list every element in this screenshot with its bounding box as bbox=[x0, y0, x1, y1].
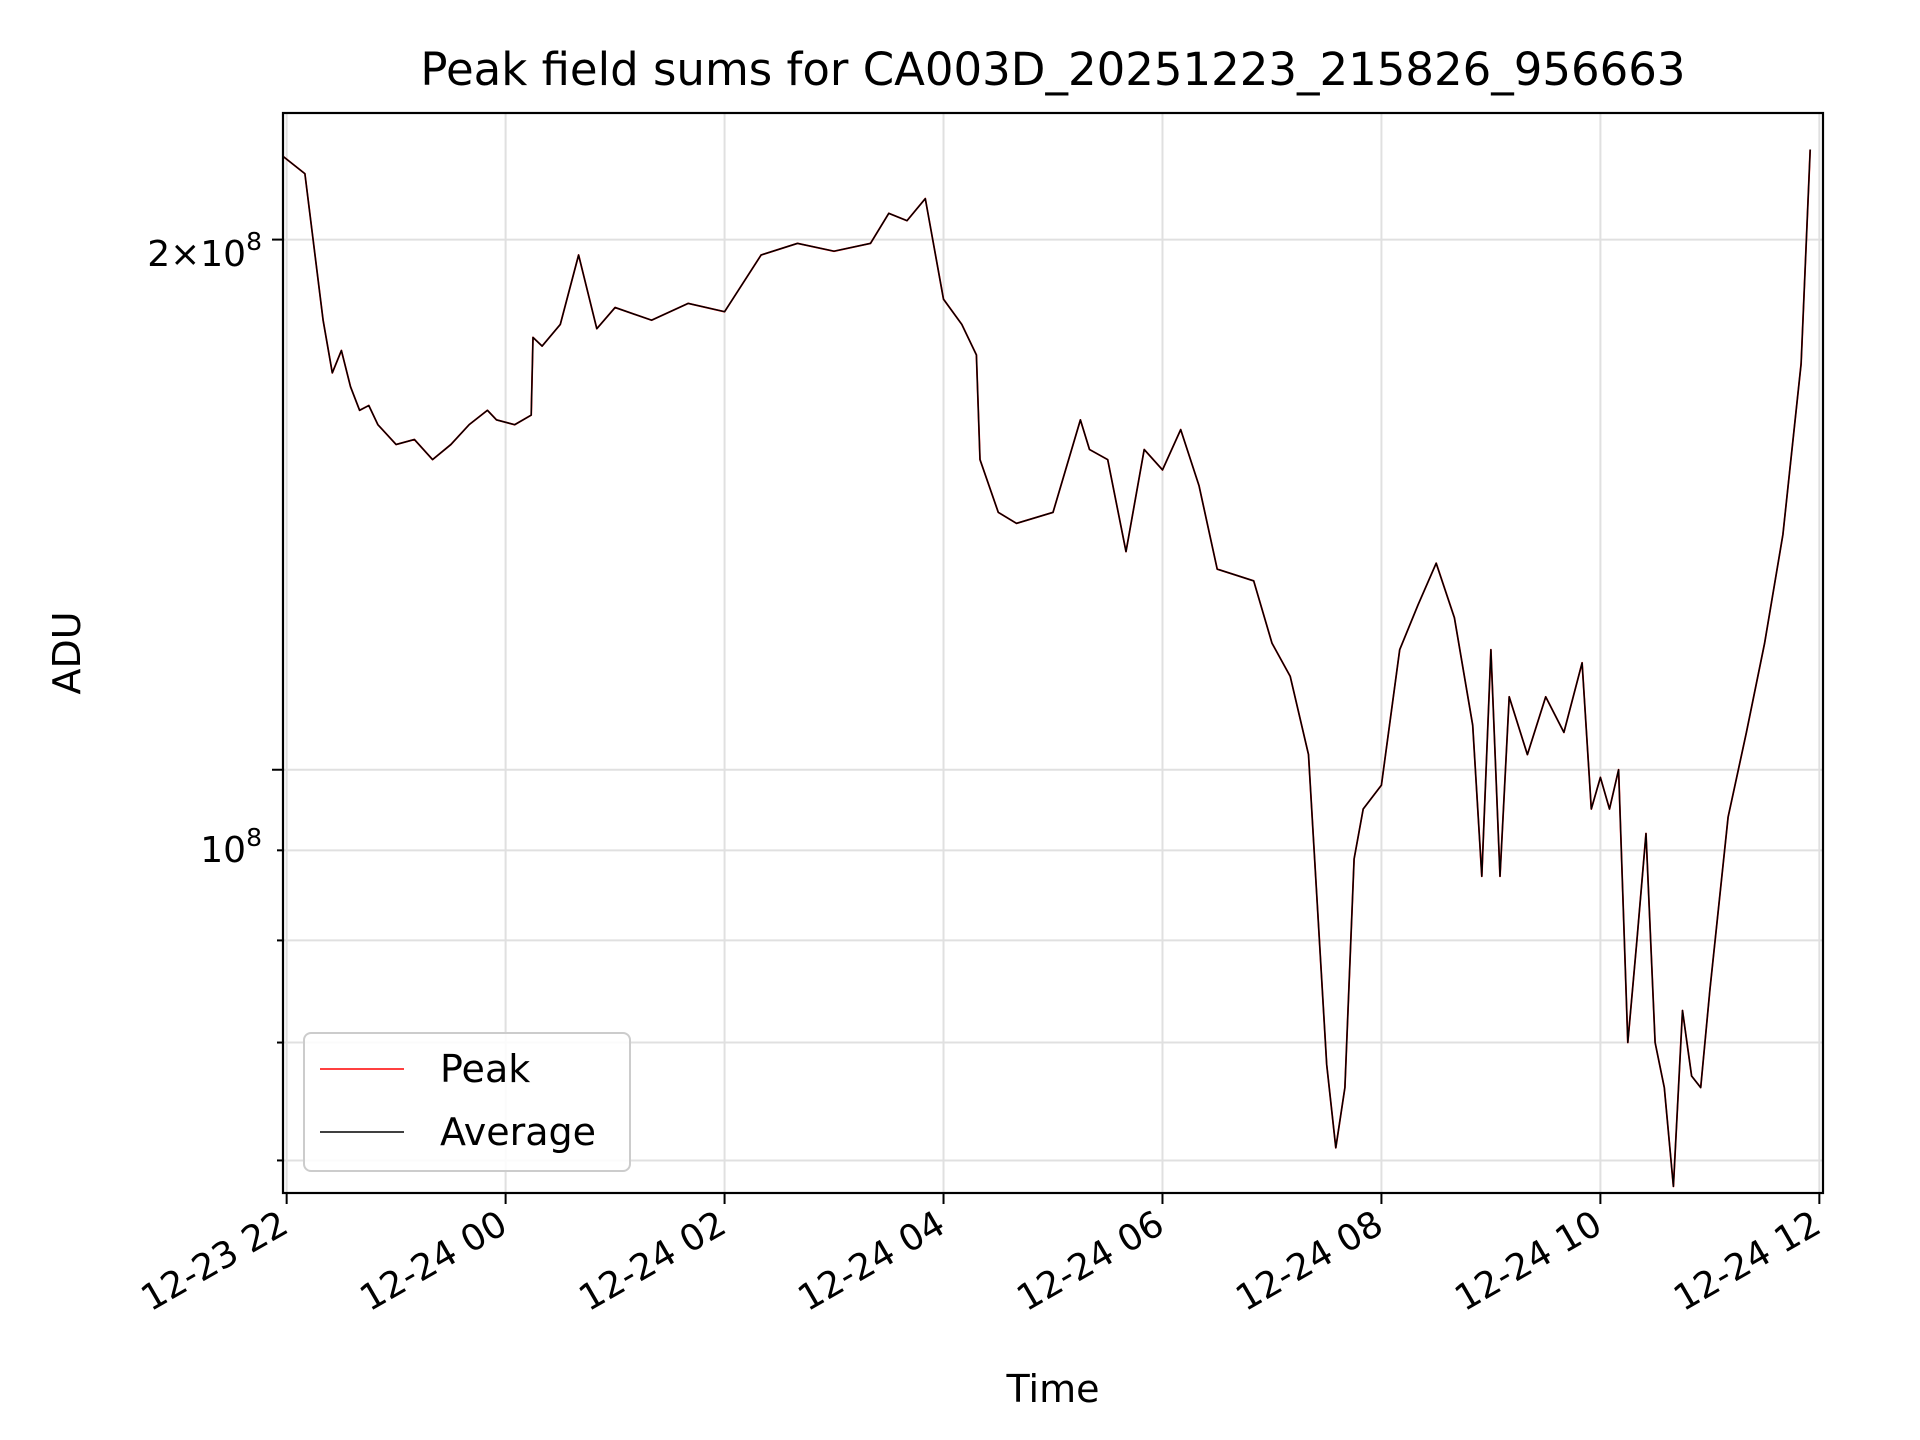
legend: Peak Average bbox=[303, 1032, 631, 1172]
y-axis: 2×108 108 bbox=[147, 227, 283, 1162]
legend-label-average: Average bbox=[440, 1110, 596, 1154]
grid bbox=[283, 113, 1823, 1193]
y-tick-exponent: 8 bbox=[246, 823, 262, 852]
chart-title: Peak field sums for CA003D_20251223_2158… bbox=[420, 43, 1685, 96]
y-tick-exponent: 8 bbox=[246, 227, 262, 256]
y-tick-coef: 2 bbox=[147, 234, 170, 275]
series-line-average bbox=[282, 149, 1811, 1188]
y-tick-base: 10 bbox=[200, 830, 246, 871]
y-axis-label: ADU bbox=[45, 611, 89, 694]
y-tick-times: × bbox=[170, 234, 200, 275]
y-tick-label-2e8: 2×108 bbox=[147, 227, 262, 275]
legend-box bbox=[303, 1032, 631, 1172]
y-tick-label-1e8: 108 bbox=[200, 823, 262, 871]
legend-label-peak: Peak bbox=[440, 1047, 530, 1091]
y-tick-base: 10 bbox=[200, 234, 246, 275]
x-axis-label: Time bbox=[1006, 1367, 1100, 1411]
plot-frame bbox=[281, 111, 1825, 1195]
series-layer bbox=[282, 149, 1812, 1188]
